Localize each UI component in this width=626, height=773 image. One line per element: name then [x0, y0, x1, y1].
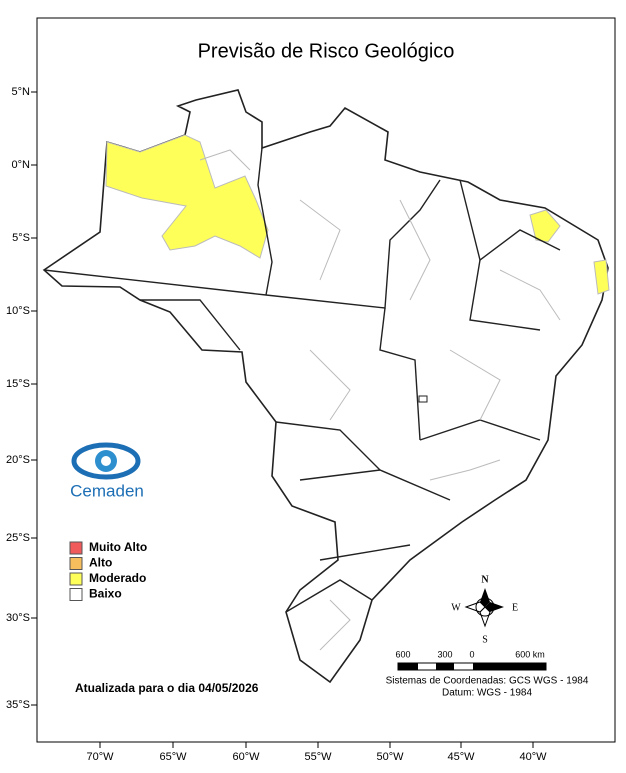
- legend-label: Moderado: [89, 571, 146, 585]
- compass-north: N: [481, 574, 489, 585]
- logo-pupil: [101, 456, 111, 466]
- latitude-label: 25°S: [6, 532, 30, 544]
- municipal-borders: [199, 149, 561, 651]
- legend-label: Alto: [89, 556, 112, 570]
- latitude-label: 10°S: [6, 305, 30, 317]
- longitude-label: 45°W: [447, 751, 475, 763]
- map-title: Previsão de Risco Geológico: [198, 40, 455, 62]
- risk-area-moderate: [105, 134, 269, 259]
- longitude-label: 60°W: [232, 751, 260, 763]
- compass-south: S: [482, 634, 488, 645]
- legend-swatch: [69, 588, 83, 601]
- compass-west: W: [451, 602, 461, 613]
- legend-label: Muito Alto: [89, 540, 147, 554]
- latitude-label: 35°S: [6, 699, 30, 711]
- legend-swatch: [69, 557, 83, 570]
- compass: [464, 588, 504, 628]
- datum: Datum: WGS - 1984: [442, 688, 532, 699]
- longitude-label: 50°W: [376, 751, 404, 763]
- logo-text: Cemaden: [70, 481, 144, 500]
- legend-label: Baixo: [89, 587, 122, 601]
- longitude-label: 65°W: [159, 751, 187, 763]
- latitude-label: 20°S: [6, 454, 30, 466]
- risk-area-moderate: [593, 259, 610, 295]
- latitude-label: 5°S: [12, 232, 30, 244]
- latitude-label: 0°N: [12, 159, 31, 171]
- scale-label: 600 km: [515, 649, 545, 659]
- longitude-label: 55°W: [304, 751, 332, 763]
- latitude-label: 15°S: [6, 378, 30, 390]
- legend-swatch: [69, 572, 83, 586]
- scale-label: 0: [469, 649, 474, 659]
- logo-eye: [71, 442, 141, 480]
- compass-east: E: [512, 602, 518, 613]
- legend-swatch: [69, 541, 83, 555]
- coordinate-system: Sistemas de Coordenadas: GCS WGS - 1984: [386, 676, 589, 687]
- risk-area-moderate: [529, 209, 561, 243]
- longitude-label: 40°W: [519, 751, 547, 763]
- scale-label: 300: [437, 649, 452, 659]
- scale-bar: [397, 662, 547, 671]
- scale-label: 600: [395, 649, 410, 659]
- latitude-label: 5°N: [12, 86, 31, 98]
- latitude-labels: 5°N 0°N 5°S 10°S 15°S 20°S 25°S 30°S 35°S: [6, 86, 37, 711]
- federal-district: [418, 395, 428, 403]
- longitude-label: 70°W: [86, 751, 114, 763]
- latitude-label: 30°S: [6, 612, 30, 624]
- update-date: Atualizada para o dia 04/05/2026: [75, 681, 259, 695]
- longitude-labels: 70°W 65°W 60°W 55°W 50°W 45°W 40°W: [86, 742, 547, 763]
